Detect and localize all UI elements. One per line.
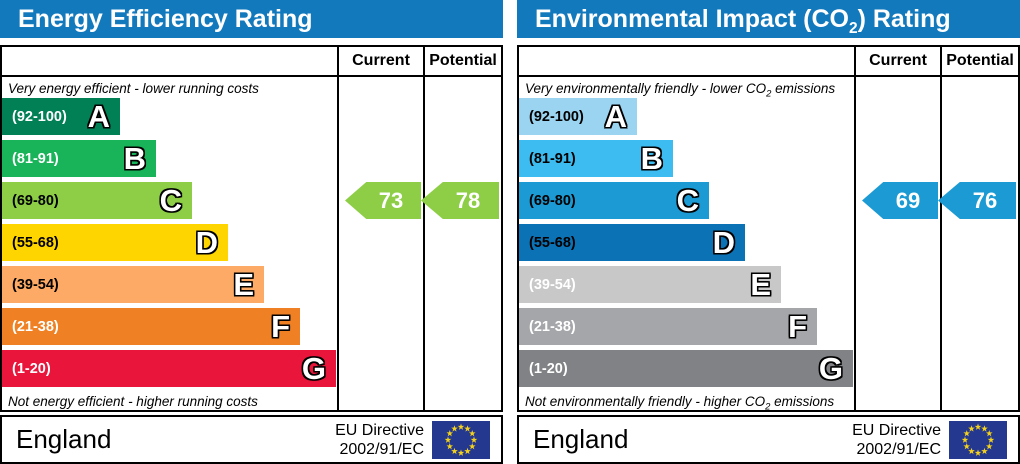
current-column-header: Current bbox=[337, 47, 423, 75]
band-f: (21-38) F bbox=[519, 308, 817, 345]
band-e: (39-54) E bbox=[2, 266, 264, 303]
caption-text-post: emissions bbox=[771, 81, 836, 96]
potential-column: 76 bbox=[938, 77, 1018, 410]
band-letter: F bbox=[788, 309, 807, 344]
current-rating-arrow: 73 bbox=[345, 182, 421, 219]
band-c: (69-80) C bbox=[2, 182, 192, 219]
band-range-label: (1-20) bbox=[529, 360, 568, 377]
band-letter: C bbox=[159, 183, 182, 218]
panel-footer: England EU Directive 2002/91/EC bbox=[0, 415, 503, 464]
title-text-post: ) Rating bbox=[857, 5, 951, 33]
band-letter: G bbox=[301, 351, 326, 386]
bottom-caption: Not environmentally friendly - higher CO… bbox=[519, 392, 854, 413]
band-range-label: (39-54) bbox=[529, 276, 576, 293]
band-a: (92-100) A bbox=[2, 98, 120, 135]
directive-line2: 2002/91/EC bbox=[856, 440, 941, 458]
caption-subscript: 2 bbox=[766, 88, 772, 100]
current-column-header: Current bbox=[854, 47, 940, 75]
band-letter: D bbox=[195, 225, 218, 260]
band-letter: F bbox=[271, 309, 290, 344]
eu-directive-label: EU Directive 2002/91/EC bbox=[852, 421, 941, 459]
region-label: England bbox=[533, 424, 629, 454]
band-range-label: (69-80) bbox=[12, 192, 59, 209]
title-text: Environmental Impact (CO bbox=[535, 5, 849, 33]
band-letter: B bbox=[640, 141, 663, 176]
band-d: (55-68) D bbox=[519, 224, 745, 261]
header-spacer bbox=[519, 47, 854, 75]
band-range-label: (81-91) bbox=[529, 150, 576, 167]
eu-directive-label: EU Directive 2002/91/EC bbox=[335, 421, 424, 459]
band-range-label: (39-54) bbox=[12, 276, 59, 293]
potential-rating-arrow: 78 bbox=[421, 182, 499, 219]
title-text: Energy Efficiency Rating bbox=[18, 5, 313, 33]
potential-column-header: Potential bbox=[423, 47, 501, 75]
band-c: (69-80) C bbox=[519, 182, 709, 219]
energy-rating-table: Current Potential Very energy efficient … bbox=[0, 45, 503, 412]
caption-text: Not environmentally friendly - higher CO bbox=[525, 394, 766, 409]
caption-text: Very energy efficient - lower running co… bbox=[8, 81, 259, 96]
directive-line1: EU Directive bbox=[852, 421, 941, 439]
caption-subscript: 2 bbox=[765, 401, 771, 413]
title-subscript: 2 bbox=[848, 20, 858, 37]
band-letter: E bbox=[750, 267, 771, 302]
band-letter: G bbox=[818, 351, 843, 386]
band-range-label: (1-20) bbox=[12, 360, 51, 377]
band-scale: Very environmentally friendly - lower CO… bbox=[519, 77, 854, 413]
band-g: (1-20) G bbox=[2, 350, 336, 387]
eu-flag-icon bbox=[949, 420, 1007, 459]
caption-text-post: emissions bbox=[770, 394, 835, 409]
energy-efficiency-panel: Energy Efficiency Rating Current Potenti… bbox=[0, 0, 503, 464]
bottom-caption: Not energy efficient - higher running co… bbox=[2, 392, 337, 410]
band-letter: D bbox=[712, 225, 735, 260]
caption-text: Very environmentally friendly - lower CO bbox=[525, 81, 767, 96]
region-label: England bbox=[16, 424, 112, 454]
band-a: (92-100) A bbox=[519, 98, 637, 135]
band-range-label: (81-91) bbox=[12, 150, 59, 167]
band-letter: B bbox=[123, 141, 146, 176]
current-column: 69 bbox=[854, 77, 940, 410]
directive-line2: 2002/91/EC bbox=[339, 440, 424, 458]
band-letter: A bbox=[604, 99, 627, 134]
current-column: 73 bbox=[337, 77, 423, 410]
eu-flag-icon bbox=[432, 420, 490, 459]
energy-panel-title: Energy Efficiency Rating bbox=[0, 0, 503, 38]
band-range-label: (21-38) bbox=[12, 318, 59, 335]
band-f: (21-38) F bbox=[2, 308, 300, 345]
band-scale: Very energy efficient - lower running co… bbox=[2, 77, 337, 410]
band-e: (39-54) E bbox=[519, 266, 781, 303]
band-range-label: (92-100) bbox=[12, 108, 67, 125]
band-b: (81-91) B bbox=[2, 140, 156, 177]
current-rating-arrow: 69 bbox=[862, 182, 938, 219]
potential-rating-arrow: 76 bbox=[938, 182, 1016, 219]
environmental-panel-title: Environmental Impact (CO2) Rating bbox=[517, 0, 1020, 38]
column-header-row: Current Potential bbox=[2, 47, 501, 77]
band-range-label: (55-68) bbox=[529, 234, 576, 251]
directive-line1: EU Directive bbox=[335, 421, 424, 439]
top-caption: Very environmentally friendly - lower CO… bbox=[519, 77, 854, 100]
rating-body: Very energy efficient - lower running co… bbox=[2, 77, 501, 410]
rating-body: Very environmentally friendly - lower CO… bbox=[519, 77, 1018, 413]
header-spacer bbox=[2, 47, 337, 75]
band-g: (1-20) G bbox=[519, 350, 853, 387]
potential-column-header: Potential bbox=[940, 47, 1018, 75]
band-letter: C bbox=[676, 183, 699, 218]
top-caption: Very energy efficient - lower running co… bbox=[2, 77, 337, 98]
band-b: (81-91) B bbox=[519, 140, 673, 177]
band-range-label: (92-100) bbox=[529, 108, 584, 125]
band-range-label: (21-38) bbox=[529, 318, 576, 335]
band-letter: E bbox=[233, 267, 254, 302]
band-range-label: (55-68) bbox=[12, 234, 59, 251]
panel-footer: England EU Directive 2002/91/EC bbox=[517, 415, 1020, 464]
band-range-label: (69-80) bbox=[529, 192, 576, 209]
column-header-row: Current Potential bbox=[519, 47, 1018, 77]
band-letter: A bbox=[87, 99, 110, 134]
environmental-impact-panel: Environmental Impact (CO2) Rating Curren… bbox=[517, 0, 1020, 464]
environmental-rating-table: Current Potential Very environmentally f… bbox=[517, 45, 1020, 413]
band-d: (55-68) D bbox=[2, 224, 228, 261]
caption-text: Not energy efficient - higher running co… bbox=[8, 394, 258, 409]
potential-column: 78 bbox=[421, 77, 501, 410]
